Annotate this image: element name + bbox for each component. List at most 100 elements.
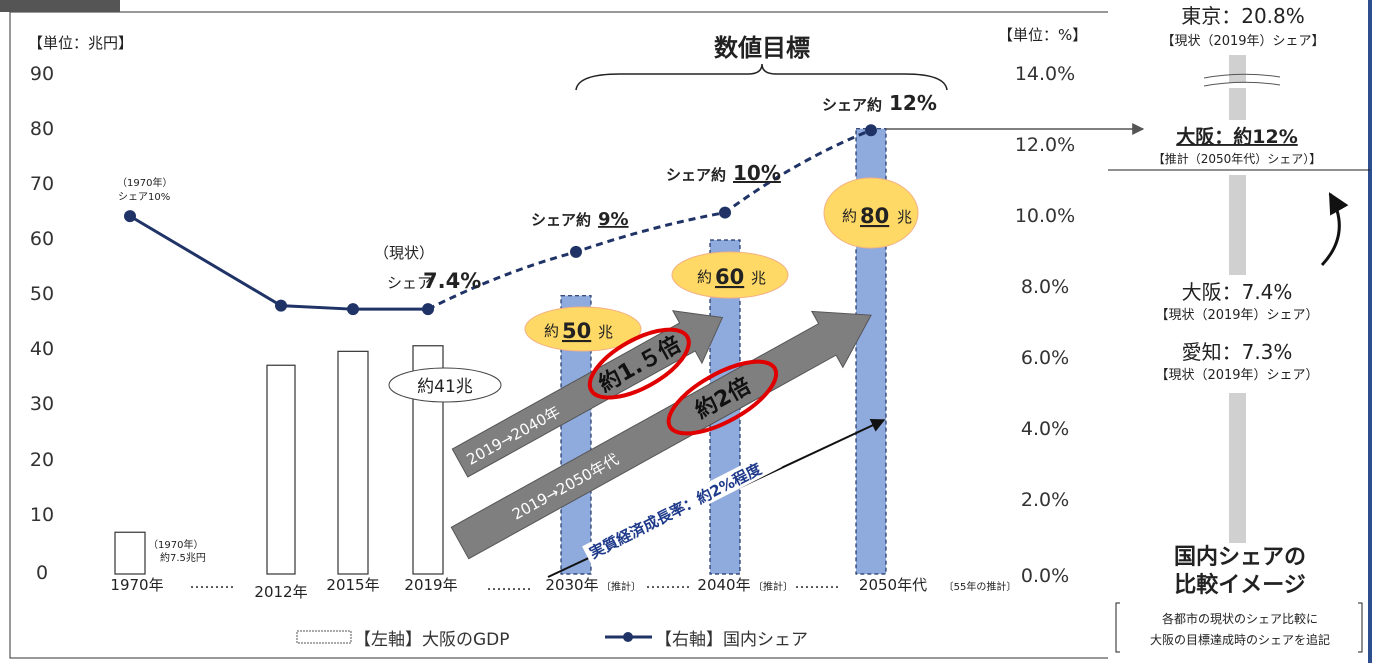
x-label-2040: 2040年 [697, 576, 750, 594]
panel-bar-osaka [1229, 175, 1246, 275]
panel-break-bottom [1203, 81, 1281, 87]
legend-gdp: 【左軸】大阪のGDP [354, 630, 510, 650]
aichi-note: 【現状（2019年）シェア） [1155, 368, 1318, 383]
share-point [865, 124, 877, 137]
panel-footnote-line1: 各都市の現状のシェア比較に [1162, 611, 1318, 626]
panel-footnote-line2: 大阪の目標達成時のシェアを追記 [1150, 632, 1330, 647]
right-tick: 4.0% [1021, 418, 1069, 440]
gdp2040-value: 60 [715, 265, 744, 289]
share-line [124, 124, 877, 316]
gdp-bar [337, 350, 369, 575]
footnote-bracket-right [1358, 602, 1363, 653]
corner-tab [0, 0, 120, 12]
left-tick: 90 [30, 63, 54, 85]
share-point [719, 206, 731, 219]
legend-bar-swatch [296, 630, 352, 644]
right-tick: 8.0% [1021, 276, 1069, 298]
right-tick: 12.0% [1015, 134, 1075, 156]
panel-bar-aichi [1229, 393, 1246, 543]
x-axis: 1970年 ……… 2012年 2015年 2019年 ……… 2030年 〔推… [110, 574, 1016, 601]
x-est: 〔推計〕 [753, 580, 793, 593]
gdp2040-bubble [671, 251, 789, 299]
x-label-2019: 2019年 [404, 576, 457, 594]
share2040-value: 10% [733, 161, 781, 185]
share-line-actual [129, 214, 428, 311]
panel-rise-arrow [1320, 192, 1349, 267]
legend-share: 【右軸】国内シェア [655, 630, 808, 650]
left-tick: 20 [30, 449, 54, 471]
share-point [570, 245, 582, 258]
x-dots: ……… [646, 574, 691, 592]
left-tick: 50 [30, 283, 54, 305]
footnote-bracket-left [1115, 602, 1120, 653]
right-axis: 14.0% 12.0% 10.0% 8.0% 6.0% 4.0% 2.0% 0.… [1015, 63, 1075, 587]
x-label-2015: 2015年 [326, 576, 379, 594]
gdp2050-value: 80 [860, 204, 889, 228]
gdp2030-prefix: 約 [544, 322, 559, 340]
left-tick: 80 [30, 118, 54, 140]
target-brace [575, 63, 948, 91]
right-tick: 0.0% [1021, 565, 1069, 587]
share2030-value: 9% [598, 209, 629, 230]
gdp2019-bubble-text: 約41兆 [417, 377, 473, 397]
right-axis-unit: 【単位：%】 [998, 26, 1087, 44]
side-panel-content: 東京：20.8% 【現状（2019年）シェア】 大阪：約12% 【推計（2050… [1108, 4, 1370, 653]
gdp2050-bubble [823, 177, 919, 249]
gdp2040-prefix: 約 [697, 268, 712, 286]
gdp2050-suffix: 兆 [897, 208, 912, 226]
share-point [422, 303, 434, 316]
share-point [124, 210, 136, 223]
gdp2030-value: 50 [562, 319, 591, 343]
x-dots: ……… [190, 574, 235, 592]
tokyo-label: 東京：20.8% [1181, 4, 1305, 28]
panel-bar-tokyo-2 [1229, 88, 1246, 120]
share1970-value: シェア10% [118, 192, 170, 203]
osaka-current-label: 大阪：7.4% [1182, 280, 1293, 304]
x-label-1970: 1970年 [110, 576, 163, 594]
x-est: 〔推計〕 [601, 580, 641, 593]
gdp1970-value: 約7.5兆円 [160, 551, 206, 564]
left-axis: 90 80 70 60 50 40 30 20 10 0 [30, 63, 54, 584]
panel-title-line2: 比較イメージ [1174, 572, 1306, 598]
legend: 【左軸】大阪のGDP 【右軸】国内シェア [296, 630, 808, 650]
share-point [347, 303, 359, 316]
x-dots: ……… [487, 576, 532, 594]
share2050-value: 12% [889, 91, 937, 115]
left-tick: 60 [30, 228, 54, 250]
gdp-bar [114, 531, 146, 575]
share1970-year: （1970年） [117, 176, 172, 189]
osaka-target-note: 【推計（2050年代）シェア）】 [1153, 151, 1322, 166]
osaka-current-note: 【現状（2019年）シェア） [1155, 308, 1318, 323]
osaka-target-label: 大阪：約12% [1176, 125, 1297, 148]
share-line-projected [427, 128, 872, 311]
x-est-55: 〔55年の推計〕 [944, 580, 1017, 593]
right-tick: 14.0% [1015, 63, 1075, 85]
x-dots: ……… [795, 574, 840, 592]
gdp2030-suffix: 兆 [598, 323, 613, 341]
x-label-2012: 2012年 [254, 583, 307, 601]
right-tick: 2.0% [1021, 489, 1069, 511]
share2030-prefix: シェア約 [531, 211, 591, 229]
share2040-prefix: シェア約 [666, 166, 726, 184]
panel-break-top [1203, 73, 1281, 79]
share-point [275, 299, 287, 312]
right-tick: 10.0% [1015, 205, 1075, 227]
tokyo-note: 【現状（2019年）シェア】 [1161, 34, 1324, 49]
arrow1-oval [587, 327, 691, 400]
left-axis-unit: 【単位：兆円】 [28, 34, 133, 52]
share2019-prefix: シェア [387, 274, 432, 292]
share2019-value: 7.4% [423, 269, 481, 293]
left-tick: 0 [36, 562, 48, 584]
x-label-2030: 2030年 [545, 576, 598, 594]
gdp2040-suffix: 兆 [751, 269, 766, 287]
gdp1970-year: （1970年） [148, 538, 203, 551]
panel-title-line1: 国内シェアの [1174, 545, 1306, 570]
gdp2030-bubble [524, 306, 642, 352]
panel-bar-tokyo [1229, 55, 1246, 83]
gdp2019-bubble [388, 367, 502, 403]
gdp2050-prefix: 約 [842, 207, 857, 225]
left-tick: 30 [30, 393, 54, 415]
aichi-label: 愛知：7.3% [1182, 340, 1293, 364]
x-label-2050: 2050年代 [859, 576, 927, 594]
